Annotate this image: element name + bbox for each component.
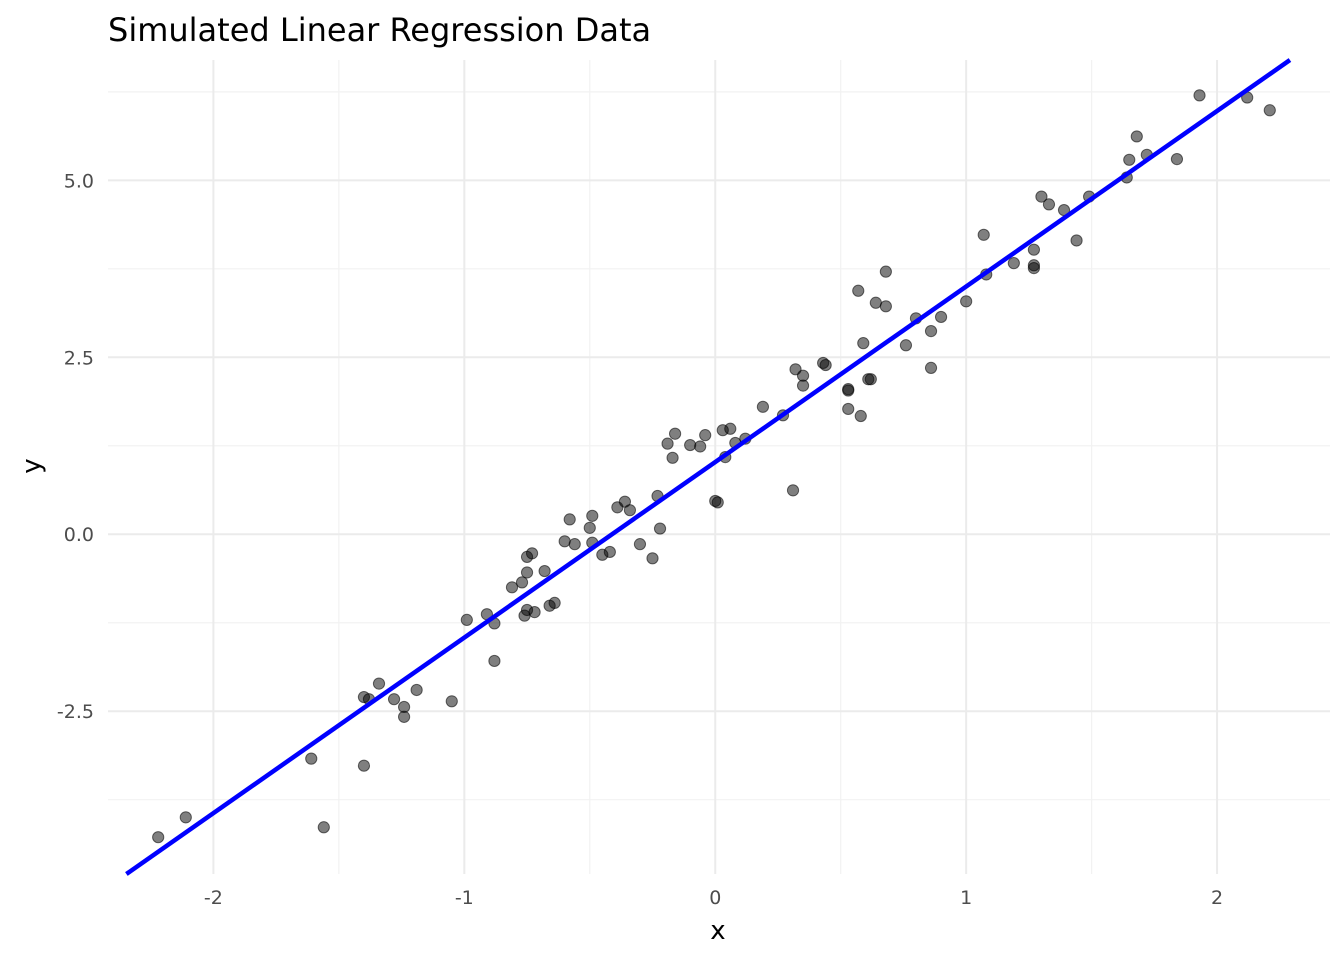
data-point [668, 427, 682, 440]
data-point [317, 821, 330, 834]
data-point [899, 339, 913, 352]
data-point [372, 677, 386, 690]
y-tick-label: -2.5 [57, 701, 94, 723]
data-point [305, 752, 318, 765]
data-point [864, 373, 877, 386]
data-point [684, 438, 697, 452]
data-point [646, 552, 659, 565]
data-point [152, 831, 165, 844]
x-tick-label: 0 [709, 887, 721, 909]
data-point [1130, 130, 1143, 143]
data-point [724, 422, 737, 435]
grid-lines [108, 60, 1330, 874]
data-point [410, 683, 423, 697]
data-point [460, 613, 473, 626]
data-point [756, 400, 770, 413]
data-point [661, 437, 674, 450]
data-point [563, 513, 576, 526]
data-point [879, 300, 892, 313]
data-point [558, 535, 571, 548]
data-point [924, 324, 938, 338]
x-axis-title: x [710, 916, 725, 946]
data-point [842, 384, 855, 397]
data-point [1070, 234, 1083, 247]
data-point [633, 538, 647, 551]
tick-labels: -2 -1 0 1 2 -2.5 0.0 2.5 5.0 [57, 170, 1223, 909]
data-point [1027, 262, 1041, 275]
data-point [1027, 243, 1041, 256]
data-point [1170, 152, 1184, 166]
data-point [786, 484, 800, 497]
data-point [934, 310, 948, 324]
data-point [538, 564, 551, 578]
regression-line [125, 58, 1292, 876]
data-points [152, 89, 1276, 844]
data-point [179, 811, 192, 824]
data-point [854, 409, 867, 423]
regression-line-group [125, 58, 1292, 876]
data-point [699, 429, 712, 442]
y-tick-label: 0.0 [64, 524, 94, 546]
data-point [842, 402, 855, 416]
data-point [445, 695, 458, 708]
data-point [583, 521, 596, 534]
data-point [528, 606, 541, 619]
data-point [796, 379, 810, 392]
data-point [357, 759, 371, 772]
data-point [603, 545, 616, 559]
data-point [653, 522, 667, 535]
x-tick-label: -2 [204, 887, 223, 909]
data-point [869, 296, 882, 309]
data-point [623, 504, 637, 517]
y-tick-label: 2.5 [64, 347, 94, 369]
data-point [1042, 198, 1056, 211]
data-point [520, 566, 534, 579]
chart-title: Simulated Linear Regression Data [108, 11, 651, 49]
y-axis-title: y [17, 458, 47, 473]
x-tick-label: 2 [1211, 887, 1223, 909]
data-point [1035, 190, 1048, 203]
data-point [387, 693, 401, 706]
data-point [666, 451, 679, 464]
data-point [977, 228, 990, 241]
x-tick-label: 1 [960, 887, 972, 909]
data-point [586, 509, 599, 522]
data-point [852, 284, 865, 297]
data-point [505, 581, 519, 594]
data-point [711, 496, 724, 509]
data-point [548, 596, 561, 610]
x-tick-label: -1 [455, 887, 474, 909]
data-point [515, 576, 529, 589]
y-tick-label: 5.0 [64, 170, 94, 192]
data-point [924, 361, 938, 375]
data-point [1123, 153, 1136, 166]
data-point [857, 337, 870, 350]
data-point [397, 710, 411, 723]
data-point [819, 358, 832, 372]
data-point [879, 265, 892, 278]
data-point [1263, 104, 1276, 117]
data-point [960, 295, 973, 308]
data-point [488, 654, 501, 668]
data-point [1193, 89, 1206, 102]
data-point [694, 440, 707, 453]
data-point [568, 538, 581, 551]
data-point [1007, 257, 1020, 270]
data-point [525, 547, 539, 560]
